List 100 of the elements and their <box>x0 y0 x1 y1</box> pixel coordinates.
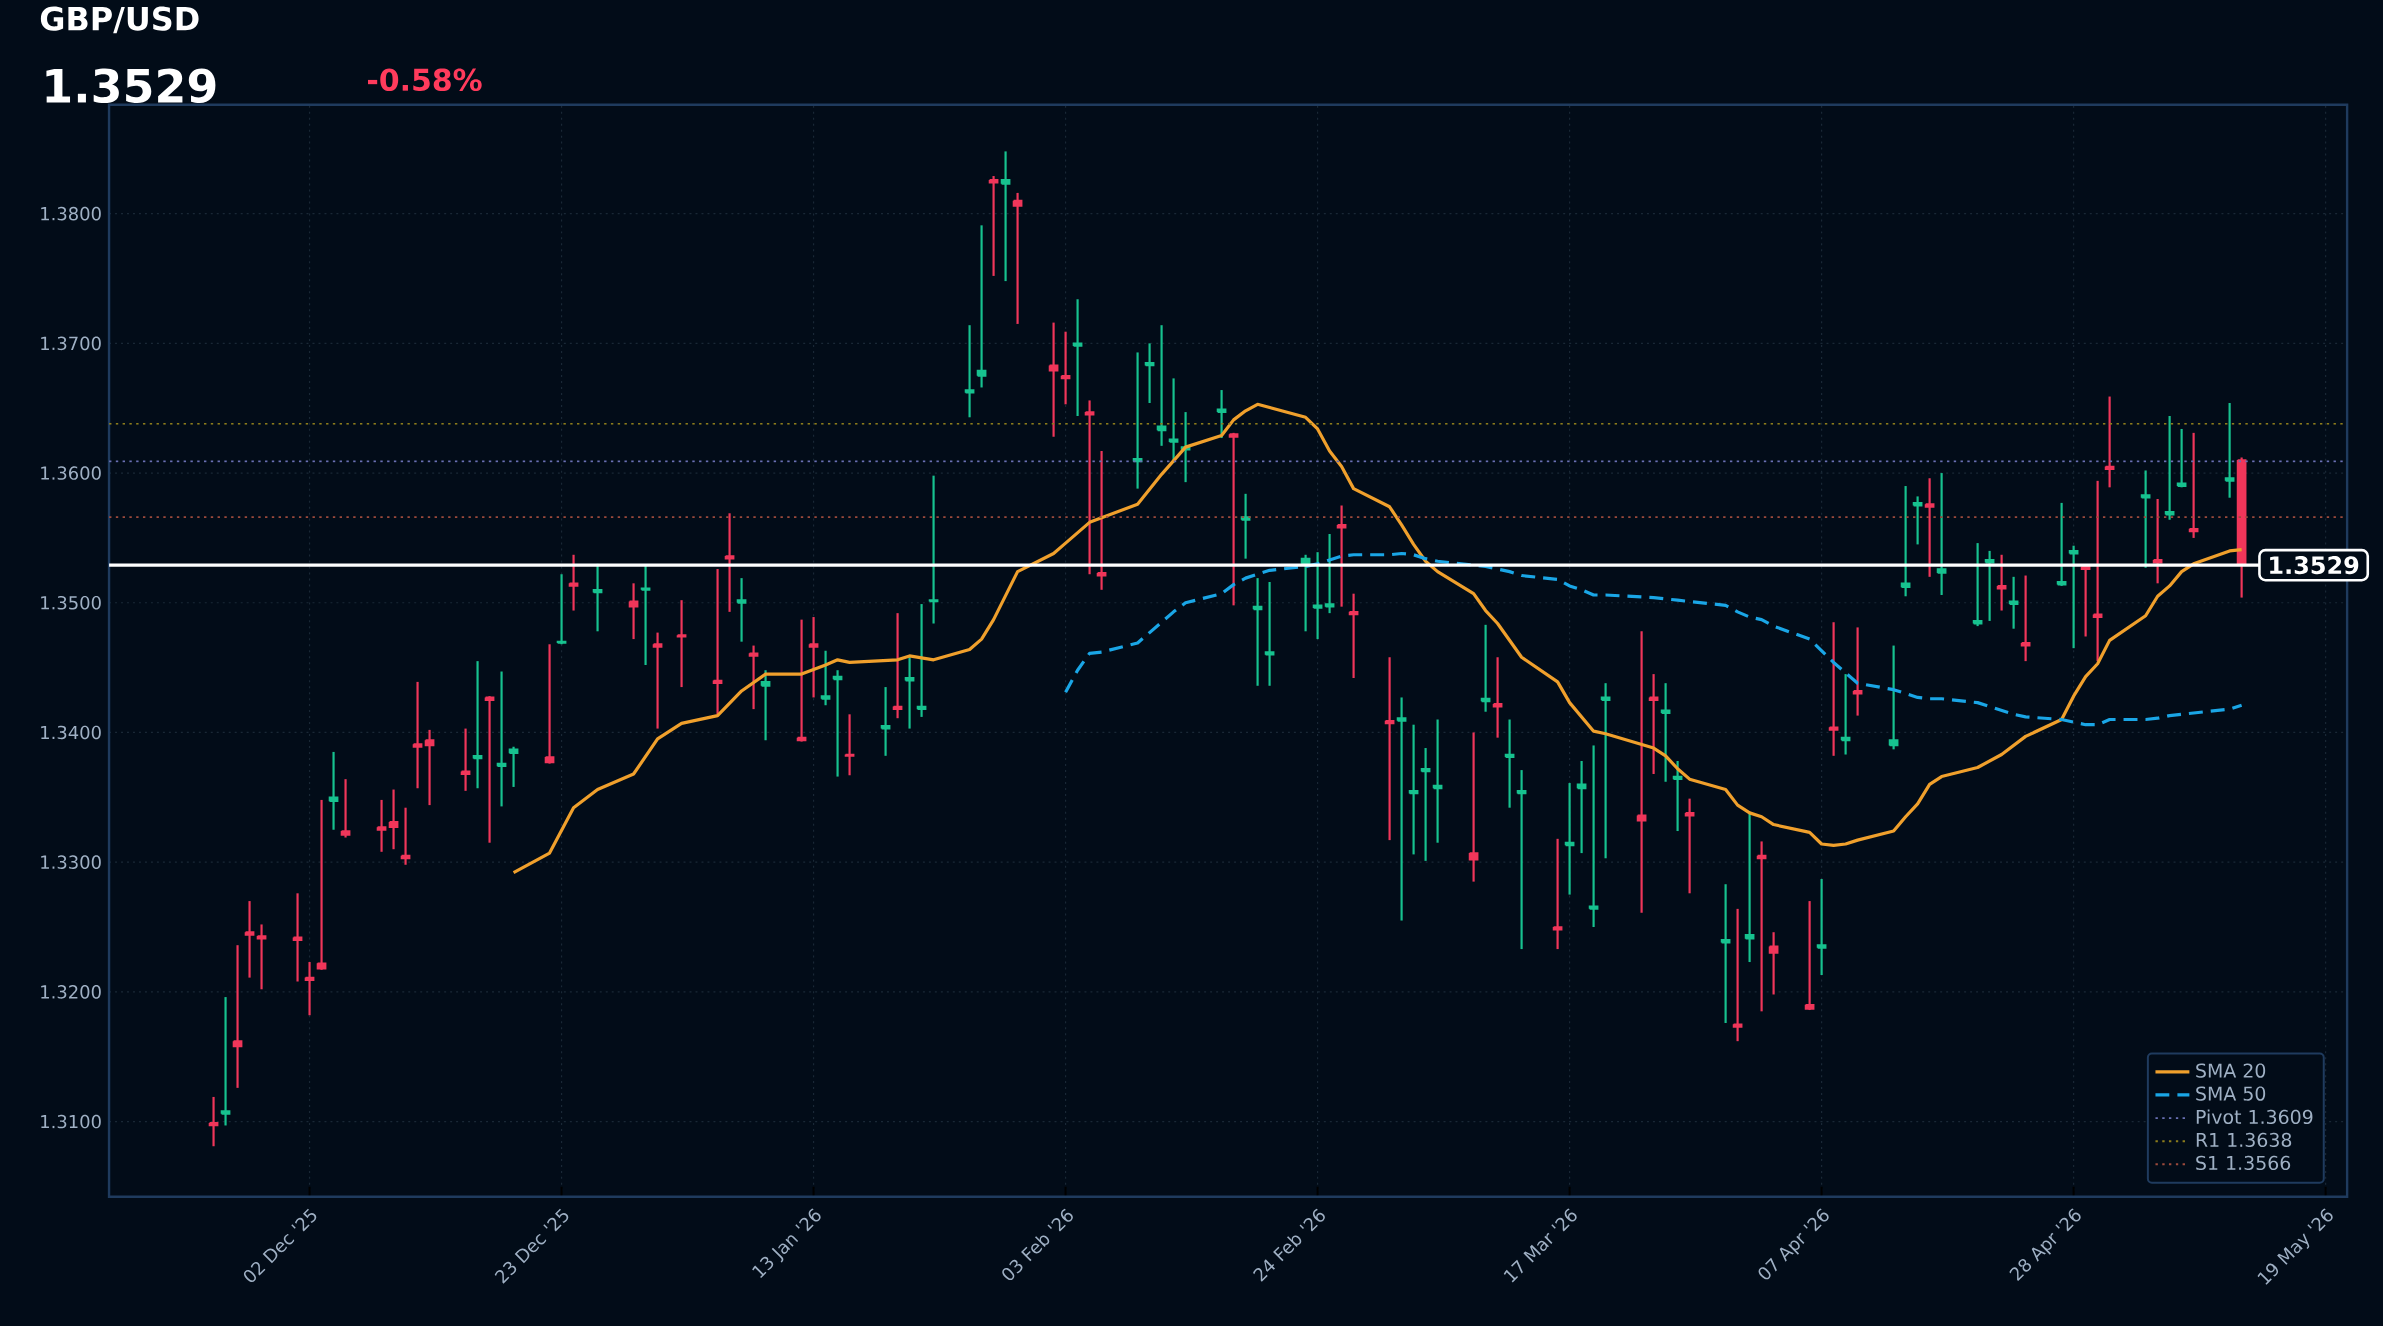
candlestick <box>880 685 891 757</box>
candlestick <box>844 712 855 777</box>
candlestick <box>892 611 903 720</box>
candlestick <box>244 899 255 979</box>
candlestick <box>1648 672 1659 775</box>
candlestick <box>1216 388 1227 439</box>
candlestick <box>1060 330 1071 406</box>
candlestick <box>1588 744 1599 928</box>
candlestick <box>412 680 423 790</box>
candlestick <box>904 655 915 730</box>
candlestick <box>1852 626 1863 717</box>
candlestick <box>652 631 663 730</box>
candlestick <box>1000 150 1011 282</box>
candlestick <box>1312 550 1323 640</box>
candlestick <box>1912 495 1923 546</box>
candlestick <box>544 642 555 765</box>
candlestick <box>1936 471 1947 596</box>
candlestick <box>2008 575 2019 630</box>
candlestick <box>1684 797 1695 895</box>
candlestick <box>1840 672 1851 756</box>
legend-label: R1 1.3638 <box>2196 1132 2292 1147</box>
candlestick <box>928 474 939 625</box>
candlestick <box>2140 469 2151 569</box>
candlestick <box>820 649 831 707</box>
candlestick <box>976 224 987 389</box>
x-tick-label: 23 Dec '25 <box>494 1208 569 1284</box>
candlestick <box>1552 837 1563 950</box>
candlestick <box>1168 377 1179 464</box>
candlestick <box>1996 553 2007 612</box>
candlestick <box>2152 497 2163 585</box>
candlestick <box>292 891 303 983</box>
chart-subtitle: 1.3529 <box>46 68 216 103</box>
candlestick <box>1324 532 1335 615</box>
candlestick <box>1600 681 1611 860</box>
candlestick <box>304 960 315 1017</box>
candlestick <box>1072 297 1083 417</box>
candlestick <box>1264 580 1275 687</box>
candlestick <box>1468 731 1479 883</box>
candlestick <box>2020 574 2031 662</box>
y-tick-label: 1.3700 <box>41 336 101 350</box>
x-tick-label: 13 Jan '26 <box>752 1208 821 1278</box>
candlestick <box>964 323 975 419</box>
candlestick <box>316 798 327 971</box>
candlestick <box>1504 718 1515 809</box>
x-tick-label: 24 Feb '26 <box>1253 1208 1325 1282</box>
candlestick <box>832 668 843 778</box>
candlestick <box>2056 501 2067 587</box>
chart-title: GBP/USD <box>40 6 199 34</box>
candlestick <box>388 788 399 851</box>
candlestick <box>1144 342 1155 404</box>
candlestick <box>472 659 483 790</box>
candlestick <box>496 670 507 808</box>
candlestick <box>460 727 471 792</box>
candlestick <box>736 576 747 643</box>
y-tick-label: 1.3800 <box>41 206 101 221</box>
x-tick-label: 17 Mar '26 <box>1503 1208 1577 1283</box>
candlestick <box>376 798 387 853</box>
candlestick <box>760 668 771 742</box>
candlestick <box>508 745 519 788</box>
y-tick-label: 1.3500 <box>41 595 101 610</box>
candlestick <box>2188 431 2199 539</box>
candlestick <box>1336 504 1347 608</box>
candlestick <box>1672 759 1683 832</box>
x-tick-label: 28 Apr '26 <box>2009 1208 2081 1281</box>
candlestick <box>1516 768 1527 950</box>
candlestick <box>1348 592 1359 679</box>
candlestick <box>1564 781 1575 896</box>
candlestick <box>676 598 687 688</box>
candlestick <box>1636 629 1647 914</box>
candlestick <box>1012 191 1023 325</box>
candlestick <box>1660 681 1671 783</box>
candlestick <box>556 572 567 646</box>
candlestick <box>1804 899 1815 1011</box>
candlestick <box>1096 449 1107 591</box>
candlestick <box>1384 655 1395 841</box>
candlestick <box>1924 476 1935 578</box>
candlestick <box>724 511 735 613</box>
candlestick <box>2068 544 2079 650</box>
candlestick <box>1408 723 1419 856</box>
candlestick <box>1756 840 1767 1013</box>
candlestick <box>1492 655 1503 739</box>
candlestick <box>1240 492 1251 560</box>
candlestick <box>1732 907 1743 1043</box>
y-tick-label: 1.3100 <box>41 1114 101 1129</box>
y-tick-label: 1.3300 <box>41 855 101 869</box>
candlestick <box>1888 644 1899 751</box>
candlestick <box>2164 414 2175 521</box>
y-tick-label: 1.3400 <box>41 725 101 740</box>
candlestick <box>424 728 435 806</box>
candlestick <box>2092 479 2103 662</box>
candlestick <box>328 750 339 831</box>
candlestick <box>1972 541 1983 627</box>
candlestick <box>2224 401 2235 499</box>
candlestick <box>1576 759 1587 854</box>
x-tick-label: 07 Apr '26 <box>1758 1208 1829 1280</box>
candlestick <box>1420 746 1431 862</box>
candlestick <box>1252 576 1263 687</box>
candlestick <box>808 615 819 699</box>
candlestick <box>628 581 639 640</box>
text: -0.58% <box>368 68 482 91</box>
